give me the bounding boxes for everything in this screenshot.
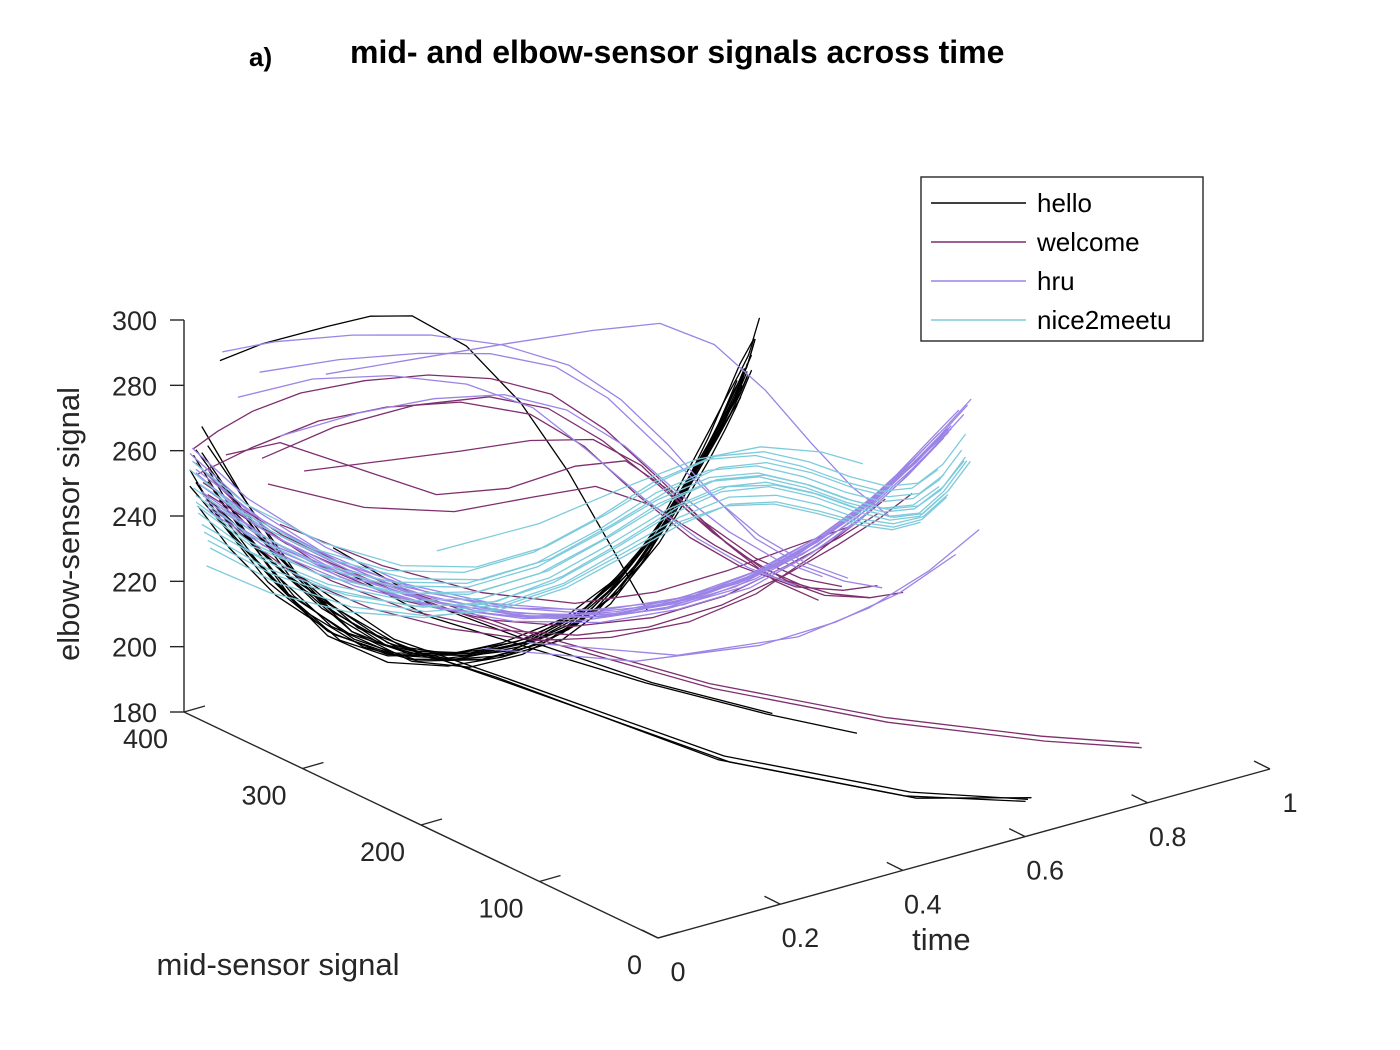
legend-entry-hello: hello (1037, 188, 1092, 218)
series-line-welcome (202, 482, 1140, 744)
time-tick-label: 0 (670, 957, 685, 987)
series-line-hello (189, 354, 753, 656)
series-line-hru (259, 352, 849, 579)
series-line-hello (195, 367, 746, 660)
series-line-hello (219, 512, 1032, 799)
series-line-hello (192, 338, 756, 655)
legend-entry-welcome: welcome (1036, 227, 1140, 257)
time-tick (1131, 794, 1148, 804)
mid-tick (539, 874, 561, 883)
series-line-hello (218, 396, 742, 661)
time-tick-label: 0.2 (782, 923, 820, 953)
mid-tick-label: 100 (478, 894, 523, 924)
series-line-hru (197, 431, 950, 618)
chart-title-text: mid- and elbow-sensor signals across tim… (350, 34, 1005, 70)
series-line-nice2meetu (200, 461, 945, 581)
axes: 0 0.2 0.4 0.6 0.8 1 time 0 100 200 300 400 mid-senso… (51, 306, 1298, 987)
mid-tick-label: 400 (123, 724, 168, 754)
time-tick (1008, 827, 1026, 838)
series-line-welcome (261, 396, 805, 587)
legend-entry-nice2meetu: nice2meetu (1037, 305, 1171, 335)
elbow-tick-label: 200 (112, 633, 157, 663)
series-line-welcome (304, 438, 871, 599)
chart-title: a) mid- and elbow-sensor signals across … (0, 32, 1400, 76)
time-tick-label: 0.4 (904, 889, 942, 919)
elbow-tick-label: 220 (112, 567, 157, 597)
series-line-hello (189, 376, 748, 655)
series-line-hello (207, 363, 748, 654)
elbow-tick-label: 300 (112, 306, 157, 336)
series-line-hru (325, 322, 892, 518)
time-tick-label: 0.8 (1149, 822, 1187, 852)
series-line-welcome (193, 374, 843, 588)
mid-tick-label: 300 (241, 781, 286, 811)
series-line-hello (219, 315, 648, 611)
series-line-nice2meetu (201, 485, 945, 607)
series-line-nice2meetu (203, 460, 971, 608)
panel-label: a) (249, 42, 273, 72)
series-line-nice2meetu (206, 503, 921, 619)
series-line-nice2meetu (207, 494, 949, 613)
series-line-hru (526, 529, 980, 656)
mid-tick-label: 0 (627, 950, 642, 980)
plot-lines (189, 315, 1142, 803)
series-line-nice2meetu (193, 449, 963, 585)
series-line-welcome (197, 401, 878, 591)
series-line-nice2meetu (209, 496, 948, 617)
series-line-welcome (225, 441, 819, 601)
legend: hello welcome hru nice2meetu (920, 176, 1204, 342)
mid-axis-label: mid-sensor signal (157, 947, 400, 982)
legend-box (920, 176, 1204, 342)
series-line-hello (213, 490, 1029, 800)
legend-entry-hru: hru (1037, 266, 1075, 296)
time-tick-label: 0.6 (1026, 856, 1064, 886)
series-line-hru (279, 393, 823, 578)
series-line-nice2meetu (197, 460, 968, 602)
time-axis-label: time (912, 922, 971, 957)
series-line-hello (207, 380, 738, 660)
series-line-hello (201, 338, 755, 668)
time-tick-label: 1 (1282, 788, 1297, 818)
elbow-axis-label: elbow-sensor signal (51, 387, 86, 661)
elbow-tick-label: 180 (112, 698, 157, 728)
time-tick (1253, 760, 1271, 770)
series-line-hello (207, 497, 1026, 803)
mid-tick (302, 761, 324, 770)
series-line-hru (484, 553, 956, 662)
time-axis-line (657, 768, 1271, 939)
series-line-hello (332, 547, 773, 715)
mid-tick (657, 931, 680, 939)
mid-tick-label: 200 (360, 837, 405, 867)
mid-tick (420, 818, 443, 826)
series-line-hru (200, 428, 950, 616)
mid-tick (183, 705, 206, 713)
series-line-welcome (195, 462, 880, 628)
series-line-nice2meetu (196, 456, 967, 595)
elbow-tick-label: 260 (112, 437, 157, 467)
elbow-tick-label: 240 (112, 502, 157, 532)
series-line-nice2meetu (189, 454, 939, 574)
elbow-tick-label: 280 (112, 371, 157, 401)
series-line-hello (197, 369, 753, 660)
time-tick (764, 895, 781, 905)
series-line-hru (237, 374, 796, 587)
series-line-hru (222, 334, 883, 589)
series-line-nice2meetu (191, 433, 967, 568)
series-line-nice2meetu (436, 446, 863, 552)
time-tick (886, 861, 904, 872)
